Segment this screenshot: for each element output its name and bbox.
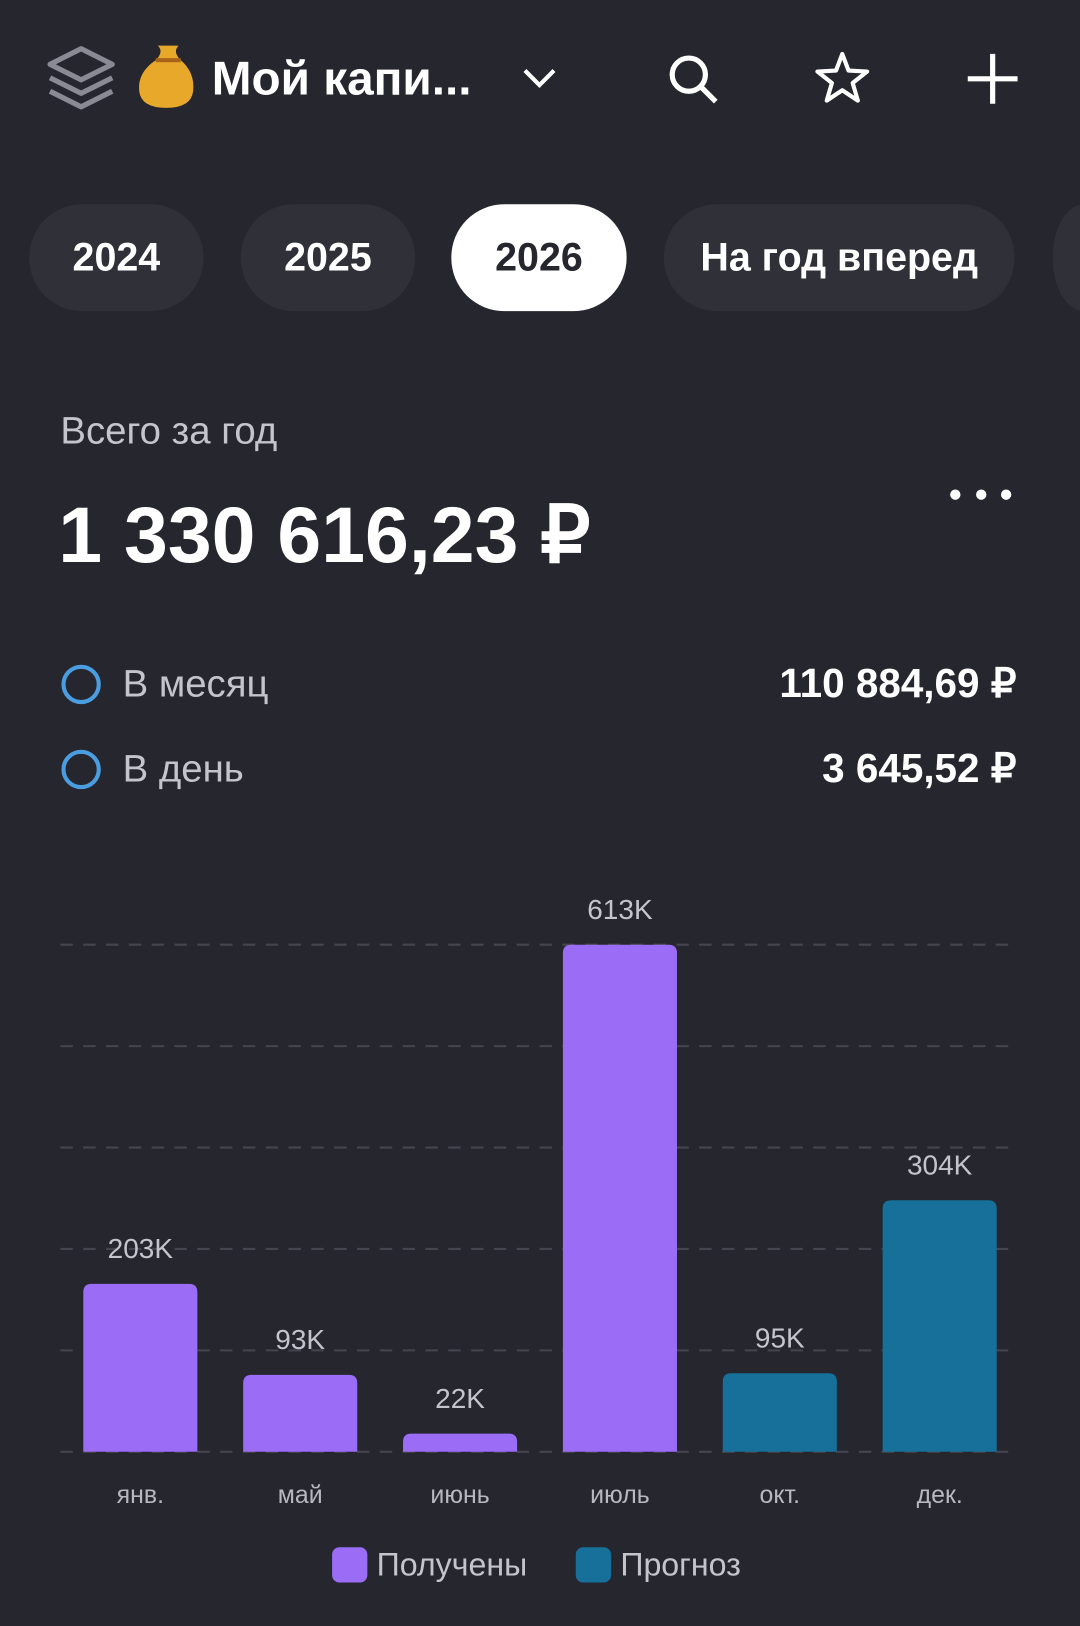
legend-label[interactable]: Прогноз <box>620 1546 741 1582</box>
x-tick-label: дек. <box>917 1481 963 1509</box>
search-icon[interactable] <box>669 55 718 104</box>
portfolio-title[interactable]: Мой капи... <box>212 53 472 106</box>
tab-label[interactable]: 2025 <box>284 236 372 280</box>
bar[interactable] <box>83 1283 198 1452</box>
row-value: 110 884,69 ₽ <box>779 660 1016 706</box>
summary-label: Всего за год <box>60 410 277 453</box>
layers-icon[interactable] <box>47 46 115 110</box>
value-label: 203K <box>108 1233 174 1264</box>
summary-total: 1 330 616,23 ₽ <box>58 491 590 579</box>
value-label: 22K <box>435 1383 485 1414</box>
x-tick-label: янв. <box>117 1481 164 1509</box>
tab-label[interactable]: 2026 <box>495 236 583 280</box>
tab[interactable] <box>451 204 627 312</box>
bar[interactable] <box>243 1374 358 1452</box>
money-bag-icon <box>138 45 194 108</box>
value-label: 93K <box>275 1324 325 1355</box>
bar[interactable] <box>882 1200 997 1452</box>
tab[interactable] <box>663 204 1015 312</box>
value-label: 304K <box>907 1150 973 1181</box>
tab[interactable] <box>29 204 204 312</box>
add-icon[interactable] <box>967 53 1018 104</box>
more-menu[interactable] <box>950 489 1012 500</box>
bar[interactable] <box>722 1373 837 1452</box>
x-tick-label: май <box>278 1481 323 1509</box>
radio[interactable] <box>61 749 101 790</box>
value-label: 95K <box>755 1322 805 1353</box>
bar[interactable] <box>403 1433 518 1452</box>
row-label: В день <box>123 748 244 791</box>
tab-label[interactable]: На год вперед <box>700 236 978 280</box>
radio[interactable] <box>61 664 101 705</box>
bar[interactable] <box>562 944 677 1452</box>
legend-swatch[interactable] <box>575 1547 612 1583</box>
tab-label[interactable]: 2024 <box>73 236 161 280</box>
dropdown-chevron[interactable] <box>523 69 556 88</box>
value-label: 613K <box>587 894 653 925</box>
legend-swatch[interactable] <box>332 1547 368 1583</box>
x-tick-label: окт. <box>760 1481 801 1509</box>
star-icon[interactable] <box>815 51 870 103</box>
row-value: 3 645,52 ₽ <box>822 745 1016 791</box>
legend-label[interactable]: Получены <box>377 1546 528 1582</box>
row-label: В месяц <box>123 663 269 706</box>
x-tick-label: июнь <box>430 1481 489 1509</box>
tab[interactable] <box>240 204 416 312</box>
tab-partial[interactable] <box>1052 204 1080 311</box>
x-tick-label: июль <box>590 1481 649 1509</box>
